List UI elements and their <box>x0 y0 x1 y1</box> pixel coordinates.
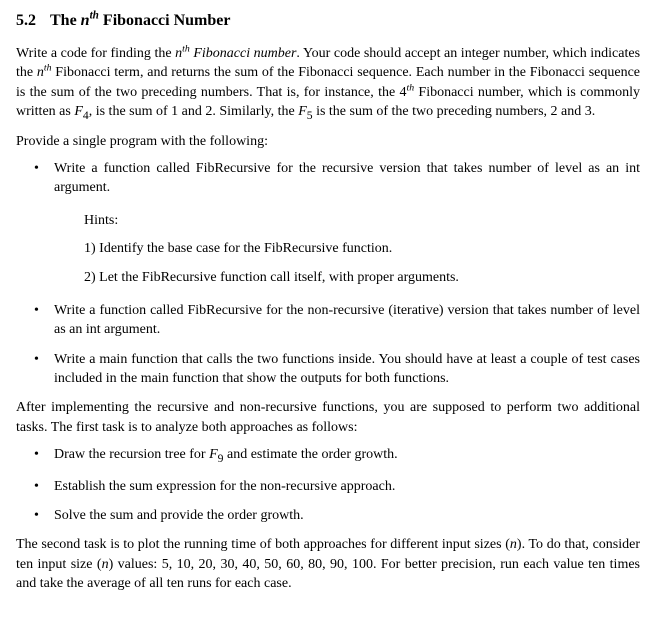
section-number: 5.2 <box>16 12 36 29</box>
intro-paragraph-2: Provide a single program with the follow… <box>16 132 640 151</box>
list-item: Establish the sum expression for the non… <box>44 477 640 496</box>
requirements-list: Write a function called FibRecursive for… <box>16 159 640 388</box>
hints-title: Hints: <box>84 210 640 232</box>
section-heading: 5.2 The nth Fibonacci Number <box>16 12 640 30</box>
list-item: Write a function called FibRecursive for… <box>44 301 640 340</box>
page-content: 5.2 The nth Fibonacci Number Write a code… <box>0 0 656 617</box>
section-title: The nth Fibonacci Number <box>50 12 230 29</box>
list-item-text: Write a function called FibRecursive for… <box>54 161 640 195</box>
list-item: Write a function called FibRecursive for… <box>44 159 640 289</box>
second-task-paragraph: The second task is to plot the running t… <box>16 535 640 593</box>
intro-paragraph-1: Write a code for finding the nth Fibonac… <box>16 44 640 124</box>
hint-item-1: 1) Identify the base case for the FibRec… <box>84 238 640 260</box>
hint-item-2: 2) Let the FibRecursive function call it… <box>84 267 640 289</box>
analysis-list: Draw the recursion tree for F9 and estim… <box>16 445 640 526</box>
list-item: Draw the recursion tree for F9 and estim… <box>44 445 640 467</box>
tasks-paragraph: After implementing the recursive and non… <box>16 398 640 437</box>
list-item: Solve the sum and provide the order grow… <box>44 506 640 525</box>
list-item: Write a main function that calls the two… <box>44 350 640 389</box>
hints-block: Hints: 1) Identify the base case for the… <box>84 210 640 289</box>
